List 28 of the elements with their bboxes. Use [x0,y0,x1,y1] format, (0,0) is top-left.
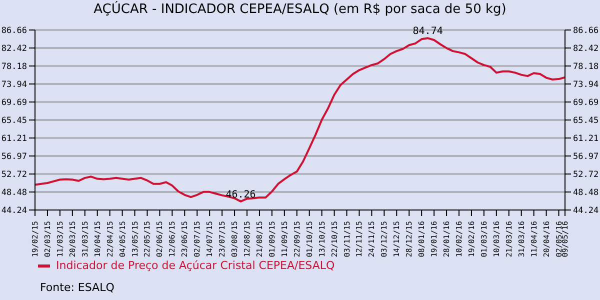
y-tick-label: 61.21 [1,134,27,144]
y2-tick-label: 82.42 [573,44,599,54]
y-tick-label: 56.97 [1,152,27,162]
y-tick-label: 73.94 [1,80,27,90]
y2-tick-label: 61.21 [573,134,599,144]
annotation: 84.74 [412,26,443,38]
y2-tick-label: 78.18 [573,62,599,72]
y2-tick-label: 65.45 [573,116,599,126]
y-tick-label: 44.24 [1,206,27,216]
chart-title: AÇÚCAR - INDICADOR CEPEA/ESALQ (em R$ por saca de 50 kg) [92,2,508,17]
annotation: 46.26 [226,189,256,200]
source-note: Fonte: ESALQ [40,281,114,294]
y2-tick-label: 73.94 [573,80,599,90]
y-tick-label: 82.42 [1,44,27,54]
y-tick-label: 86.66 [1,26,27,36]
y2-tick-label: 56.97 [573,152,599,162]
y2-tick-label: 69.69 [573,98,599,108]
y2-tick-label: 44.24 [573,206,599,216]
y2-tick-label: 52.72 [573,170,599,180]
y-tick-label: 48.48 [1,188,27,198]
y-tick-label: 52.72 [1,170,27,180]
y-tick-label: 65.45 [1,116,27,126]
y2-tick-label: 48.48 [573,188,599,198]
y-tick-label: 69.69 [1,98,27,108]
y2-tick-label: 86.66 [573,26,599,36]
legend-label: Indicador de Preço de Açúcar Cristal CEPEA/ESALQ [55,259,335,273]
y-tick-label: 78.18 [1,62,27,72]
line-series [35,37,565,202]
